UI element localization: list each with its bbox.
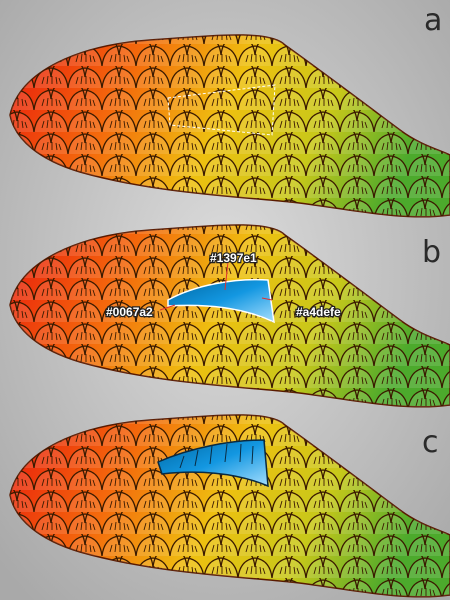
feather-strokes	[179, 443, 254, 469]
panel-label: b	[422, 235, 441, 270]
guide-lines	[159, 261, 273, 311]
color-annotation: #0067a2	[106, 305, 153, 319]
panel-label: a	[424, 3, 442, 38]
color-annotation: #a4defe	[296, 305, 341, 319]
wing-a	[9, 34, 450, 218]
blue-feather	[167, 278, 275, 324]
color-annotation: #1397e1	[210, 251, 257, 265]
selection	[167, 84, 276, 136]
panel-label: c	[422, 425, 439, 460]
